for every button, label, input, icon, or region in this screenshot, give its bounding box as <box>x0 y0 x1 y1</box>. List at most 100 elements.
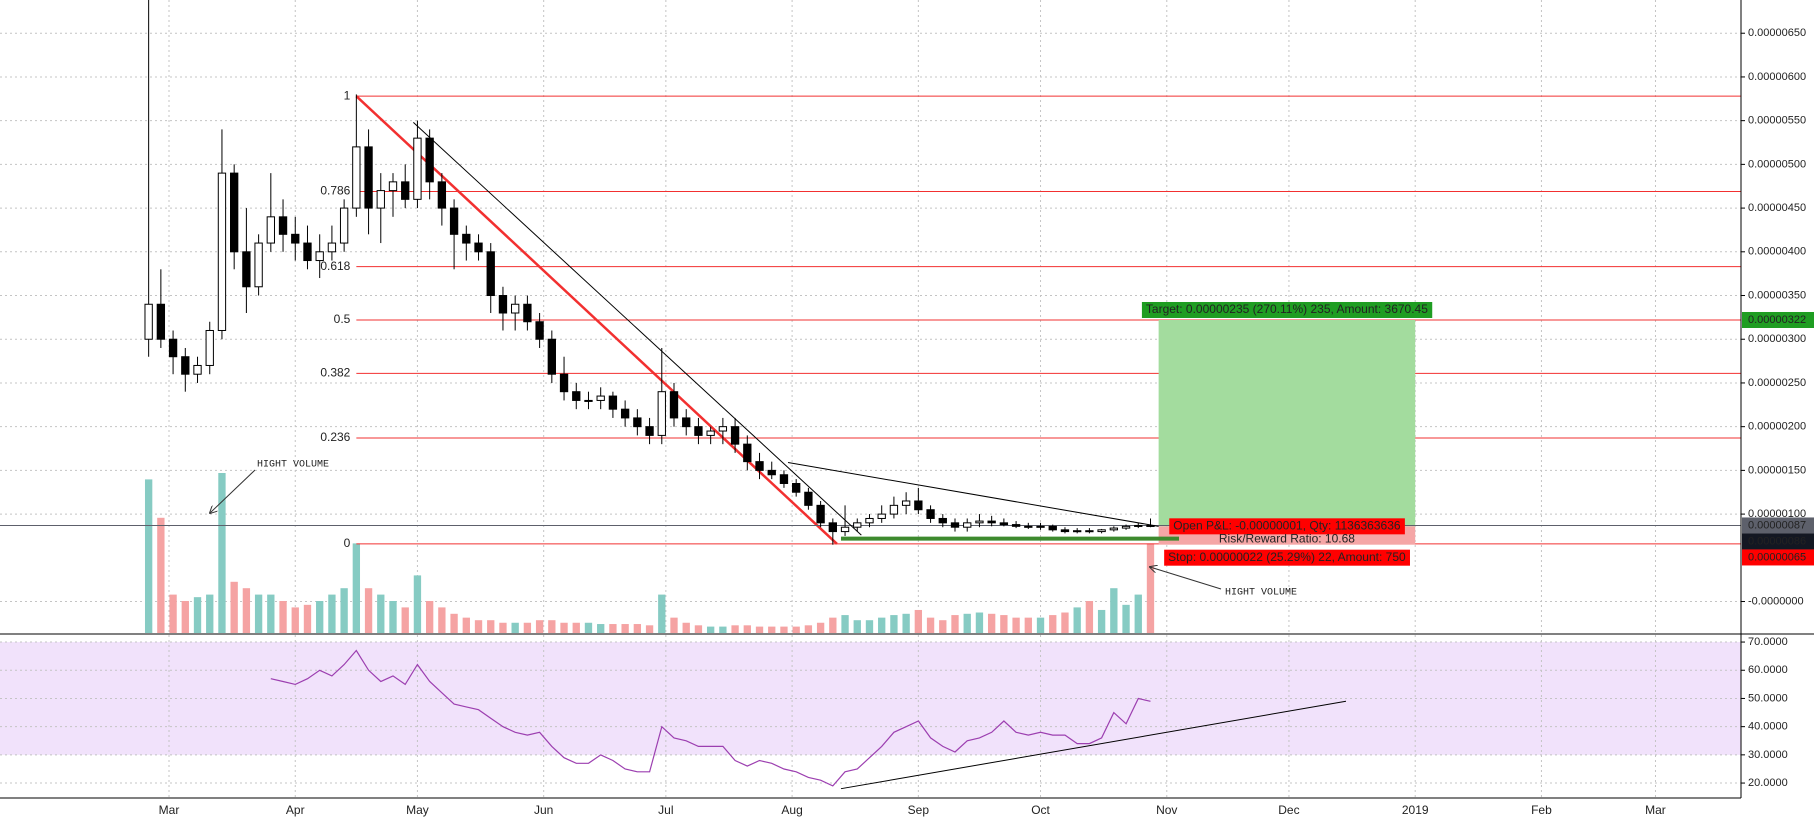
candle-body <box>230 172 239 253</box>
y-tick-label: 0.00000550 <box>1748 115 1806 127</box>
candle-body <box>865 517 874 524</box>
candle-body <box>584 399 593 402</box>
volume-bar <box>1061 612 1069 633</box>
volume-bar <box>694 625 703 633</box>
volume-bar <box>1049 615 1057 633</box>
annotation-arrow <box>1150 567 1222 590</box>
pnl-label: Open P&L: -0.00000001, Qty: 1136363636 <box>1173 519 1401 533</box>
candle-body <box>1097 529 1106 533</box>
volume-bar <box>548 620 556 633</box>
x-tick-label: Sep <box>908 803 930 817</box>
rsi-tick-label: 70.0000 <box>1748 636 1788 648</box>
candle-body <box>804 491 813 506</box>
volume-bar <box>572 622 580 633</box>
volume-bar <box>279 601 287 633</box>
volume-bar <box>206 594 214 633</box>
volume-bar <box>328 594 336 633</box>
candle-body <box>449 207 459 235</box>
candle-body <box>620 408 630 419</box>
candle-body <box>669 391 679 419</box>
x-tick-label: Dec <box>1278 803 1299 817</box>
volume-bar <box>377 594 385 633</box>
candle-body <box>1121 525 1131 529</box>
volume-bar <box>230 581 238 633</box>
candle-body <box>144 303 153 340</box>
candle-body <box>877 513 886 519</box>
x-tick-label: Nov <box>1156 803 1177 817</box>
candle-body <box>901 500 911 506</box>
volume-bar <box>413 575 422 633</box>
volume-bar <box>755 626 764 633</box>
trendline <box>787 462 1159 527</box>
rsi-tick-label: 40.0000 <box>1748 721 1788 733</box>
stop-label: Stop: 0.00000022 (25.29%) 22, Amount: 75… <box>1168 550 1406 564</box>
candle-body <box>657 391 666 436</box>
candle-body <box>1109 527 1118 531</box>
candle-body <box>559 373 569 393</box>
price-label: 0.00000065 <box>1748 551 1806 563</box>
target-label: Target: 0.00000235 (270.11%) 235, Amount… <box>1146 302 1428 316</box>
candle-body <box>303 242 312 262</box>
volume-bar <box>425 601 434 633</box>
y-tick-label: 0.00000350 <box>1748 289 1806 301</box>
volume-bar <box>853 620 861 633</box>
y-tick-label: 0.00000500 <box>1748 158 1806 170</box>
volume-bar <box>670 617 678 633</box>
volume-bar <box>706 626 715 633</box>
candle-body <box>388 181 398 192</box>
candle-body <box>193 364 202 375</box>
candle-body <box>547 338 556 375</box>
volume-bar <box>389 601 397 633</box>
y-tick-label: 0.00000300 <box>1748 333 1806 345</box>
fib-label: 0.5 <box>334 312 351 326</box>
candle-body <box>743 443 752 463</box>
fib-label: 0.786 <box>320 184 350 198</box>
candle-body <box>926 509 935 519</box>
candle-body <box>168 338 178 358</box>
candle-body <box>608 395 618 410</box>
candle-body <box>950 522 960 528</box>
volume-bar <box>951 615 959 633</box>
volume-bar <box>511 622 519 633</box>
candle-body <box>1060 529 1070 533</box>
candle-body <box>462 233 471 244</box>
volume-bar <box>743 625 751 633</box>
rsi-tick-label: 60.0000 <box>1748 664 1788 676</box>
candle-body <box>523 303 532 323</box>
stop-label-bg <box>1164 549 1410 566</box>
volume-bar <box>499 622 507 633</box>
candle-body <box>755 461 764 471</box>
volume-bar <box>890 615 898 633</box>
volume-bar <box>267 594 275 633</box>
target-label-bg <box>1141 301 1433 318</box>
volume-bar <box>181 601 189 633</box>
x-tick-label: May <box>406 803 429 817</box>
x-tick-label: Mar <box>159 803 180 817</box>
fib-label: 0.618 <box>320 259 350 273</box>
candle-body <box>572 391 581 401</box>
volume-bar <box>804 625 813 633</box>
candle-body <box>816 504 825 524</box>
volume-bar <box>169 594 177 633</box>
fib-label: 0 <box>344 536 351 550</box>
candle-body <box>413 137 422 200</box>
candle-body <box>181 356 190 375</box>
trendline <box>413 122 862 536</box>
x-tick-label: 2019 <box>1402 803 1429 817</box>
volume-bar <box>731 625 739 633</box>
candle-body <box>352 146 361 209</box>
candle-body <box>718 426 728 432</box>
price-label-bg <box>1742 533 1814 550</box>
volume-bar <box>609 624 617 633</box>
x-tick-label: Mar <box>1645 803 1666 817</box>
volume-bar <box>316 601 324 633</box>
volume-bar <box>474 620 483 633</box>
candle-body <box>889 504 899 515</box>
candle-body <box>694 426 703 436</box>
candle-body <box>963 522 972 528</box>
pnl-label-bg <box>1169 518 1405 535</box>
rsi-tick-label: 20.0000 <box>1748 777 1788 789</box>
volume-bar <box>1012 617 1020 633</box>
volume-bar <box>584 622 593 633</box>
